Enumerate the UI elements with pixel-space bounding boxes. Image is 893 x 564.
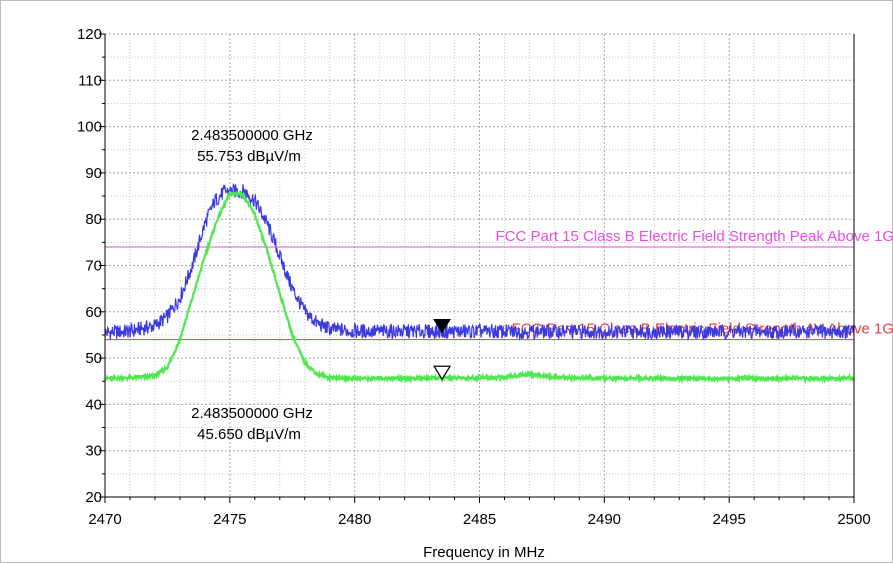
y-tick-label: 40	[85, 396, 102, 413]
marker-level-label: 55.753 dBµV/m	[197, 148, 301, 165]
markers: 2.483500000 GHz 55.753 dBµV/m 2.483500000 …	[191, 127, 452, 443]
marker-filled-triangle	[433, 318, 451, 334]
x-tick-label: 2485	[463, 511, 496, 528]
y-tick-label: 80	[85, 211, 102, 228]
series-line	[104, 189, 855, 385]
x-axis-title: Frequency in MHz	[423, 544, 545, 561]
series-layer	[104, 182, 855, 385]
y-tick-label: 20	[85, 489, 102, 506]
limit-lines: FCC Part 15 Class B Electric Field Stren…	[105, 228, 893, 341]
x-tick-label: 2490	[588, 511, 621, 528]
x-tick-label: 2495	[712, 511, 745, 528]
y-tick-label: 110	[78, 72, 102, 89]
x-tick-label: 2470	[88, 511, 121, 528]
y-tick-label: 90	[85, 165, 102, 182]
x-tick-label: 2480	[338, 511, 371, 528]
marker-hollow-triangle	[432, 365, 452, 381]
marker-frequency-label: 2.483500000 GHz	[191, 405, 313, 422]
y-tick-label: 50	[85, 350, 102, 367]
y-tick-label: 30	[85, 443, 102, 460]
y-tick-label: 60	[85, 304, 102, 321]
x-tick-label: 2500	[837, 511, 870, 528]
limit-line-label: FCC Part 15 Class B Electric Field Stren…	[495, 228, 893, 245]
y-tick-label: 120	[77, 26, 102, 43]
y-tick-label: 70	[85, 258, 102, 275]
y-tick-label: 100	[77, 119, 102, 136]
grid	[104, 33, 855, 498]
marker-level-label: 45.650 dBµV/m	[197, 426, 301, 443]
axes: 20 30 40 50 60 70 80 90 100 110 120 2470 2475 2480 248…	[77, 26, 871, 528]
x-tick-label: 2475	[213, 511, 246, 528]
marker-frequency-label: 2.483500000 GHz	[191, 127, 313, 144]
